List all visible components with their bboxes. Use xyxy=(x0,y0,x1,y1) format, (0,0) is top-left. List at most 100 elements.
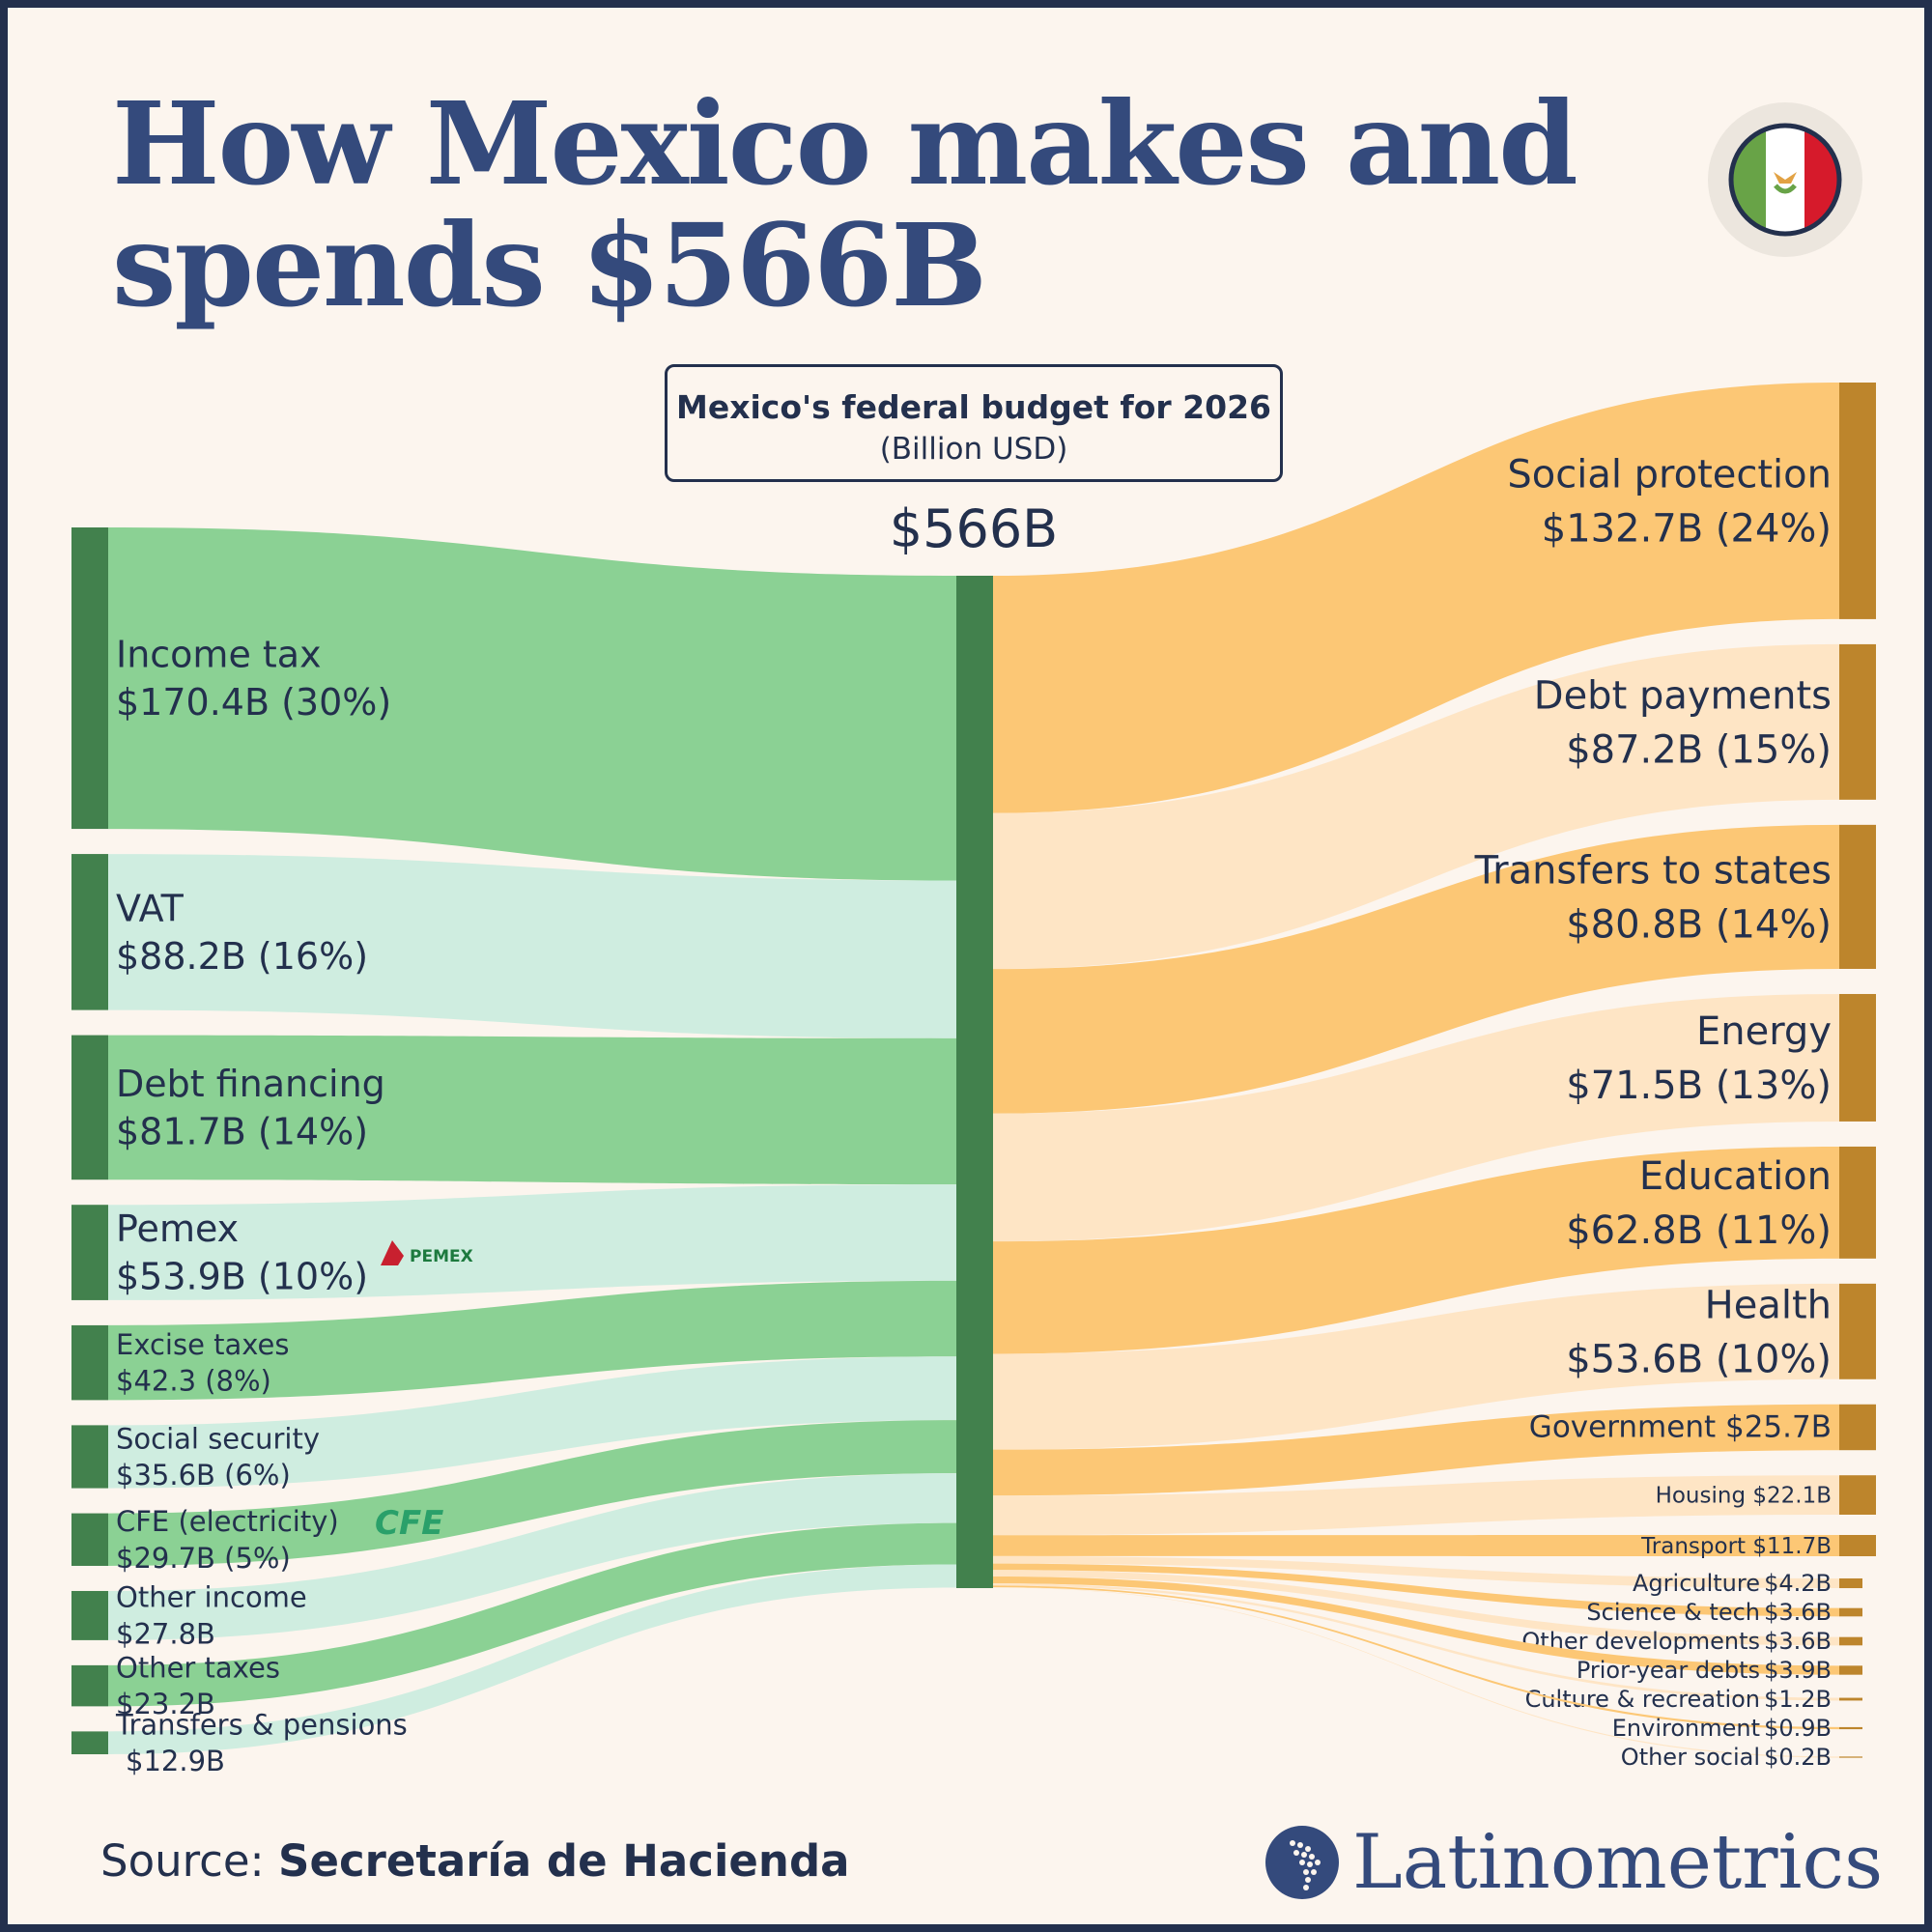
source-prefix: Source: xyxy=(100,1835,279,1887)
flow-vat xyxy=(108,854,956,1038)
target-label-debt-payments: Debt payments xyxy=(1534,673,1832,718)
source-label-debt-financing: Debt financing xyxy=(116,1063,385,1105)
target-value-transfers-to-states: $80.8B (14%) xyxy=(1566,902,1832,947)
pemex-logo-icon xyxy=(381,1240,404,1265)
node-debt-financing xyxy=(71,1035,108,1180)
flow-other-social xyxy=(993,1587,1839,1758)
node-housing xyxy=(1839,1475,1876,1515)
target-value-education: $62.8B (11%) xyxy=(1566,1208,1832,1253)
total-label: $566B xyxy=(889,498,1059,559)
target-label-social-protection: Social protection xyxy=(1507,452,1832,497)
target-label-environment: Environment xyxy=(1612,1715,1760,1742)
flow-social-security xyxy=(108,1356,956,1489)
source-label-transfers-and-pensions: Transfers & pensions xyxy=(115,1708,408,1741)
source-label-cfe-electricity: CFE (electricity) xyxy=(116,1505,339,1538)
target-label-education: Education xyxy=(1639,1154,1832,1199)
page-title: How Mexico makes and spends $566B xyxy=(112,76,1578,332)
node-pemex xyxy=(71,1205,108,1300)
target-label-other-social: Other social xyxy=(1621,1744,1760,1771)
flow-income-tax xyxy=(108,527,956,881)
source-label-pemex: Pemex xyxy=(116,1208,239,1250)
node-income-tax xyxy=(71,527,108,830)
source-label-other-income: Other income xyxy=(116,1581,307,1614)
flow-energy xyxy=(993,993,1839,1242)
node-excise-taxes xyxy=(71,1324,108,1401)
node-social-security xyxy=(71,1425,108,1489)
target-value-environment: $0.9B xyxy=(1764,1715,1832,1742)
pemex-logo-text: PEMEX xyxy=(410,1247,473,1266)
node-cfe-electricity xyxy=(71,1513,108,1566)
flow-housing xyxy=(993,1475,1839,1536)
flow-transfers-to-states xyxy=(993,824,1839,1114)
source-value-other-income: $27.8B xyxy=(116,1617,215,1650)
budget-caption-unit: (Billion USD) xyxy=(879,432,1068,467)
target-label-health: Health xyxy=(1705,1283,1832,1327)
node-total xyxy=(956,576,993,1588)
flow-agriculture xyxy=(993,1555,1839,1589)
target-label-transport: Transport $11.7B xyxy=(1640,1534,1832,1559)
title-line-1: How Mexico makes and xyxy=(112,76,1578,211)
source-value-other-taxes: $23.2B xyxy=(116,1688,215,1720)
node-culture-and-recreation xyxy=(1839,1697,1862,1701)
source-value-social-security: $35.6B (6%) xyxy=(116,1459,291,1492)
node-other-social xyxy=(1839,1756,1862,1758)
node-education xyxy=(1839,1146,1876,1259)
node-social-protection xyxy=(1839,383,1876,619)
source-label-social-security: Social security xyxy=(116,1422,320,1455)
flow-environment xyxy=(993,1585,1839,1730)
title-line-2: spends $566B xyxy=(112,198,987,332)
flow-health xyxy=(993,1283,1839,1450)
source-label-excise-taxes: Excise taxes xyxy=(116,1328,290,1361)
flow-excise-taxes xyxy=(108,1280,956,1401)
source-label-income-tax: Income tax xyxy=(116,634,322,676)
target-label-prior-year-debts: Prior-year debts xyxy=(1577,1657,1760,1684)
sankey-chart: Income tax $170.4B (30%) VAT $88.2B (16%) De… xyxy=(71,383,1876,1777)
flow-culture-and-recreation xyxy=(993,1583,1839,1701)
node-debt-payments xyxy=(1839,643,1876,800)
flow-debt-payments xyxy=(993,643,1839,970)
target-value-health: $53.6B (10%) xyxy=(1566,1337,1832,1381)
target-value-culture-and-recreation: $1.2B xyxy=(1764,1686,1832,1713)
latin-america-map-icon xyxy=(1265,1826,1339,1899)
node-transfers-and-pensions xyxy=(71,1731,108,1754)
node-government xyxy=(1839,1404,1876,1451)
flow-cfe-electricity xyxy=(108,1420,956,1566)
flow-government xyxy=(993,1404,1839,1496)
source-value-vat: $88.2B (16%) xyxy=(116,935,368,978)
target-value-other-social: $0.2B xyxy=(1764,1744,1832,1771)
source-value-transfers-and-pensions: $12.9B xyxy=(126,1745,225,1777)
source-note: Source: Secretaría de Hacienda xyxy=(100,1835,850,1887)
flow-other-taxes xyxy=(108,1522,956,1707)
node-vat xyxy=(71,854,108,1010)
node-transfers-to-states xyxy=(1839,824,1876,969)
target-label-government: Government $25.7B xyxy=(1529,1409,1832,1444)
node-agriculture xyxy=(1839,1577,1862,1589)
source-value-cfe-electricity: $29.7B (5%) xyxy=(116,1542,291,1575)
source-value-income-tax: $170.4B (30%) xyxy=(116,681,391,724)
source-label-vat: VAT xyxy=(116,887,185,929)
target-value-science-and-tech: $3.6B xyxy=(1764,1599,1832,1626)
source-label-other-taxes: Other taxes xyxy=(116,1651,280,1684)
target-label-agriculture: Agriculture xyxy=(1633,1570,1760,1597)
source-value-debt-financing: $81.7B (14%) xyxy=(116,1110,368,1152)
node-energy xyxy=(1839,993,1876,1122)
flow-social-protection xyxy=(993,383,1839,813)
flow-other-income xyxy=(108,1473,956,1640)
node-other-taxes xyxy=(71,1664,108,1707)
target-value-social-protection: $132.7B (24%) xyxy=(1542,506,1832,551)
target-value-energy: $71.5B (13%) xyxy=(1566,1064,1832,1108)
target-label-transfers-to-states: Transfers to states xyxy=(1474,848,1832,893)
node-science-and-tech xyxy=(1839,1607,1862,1617)
target-value-debt-payments: $87.2B (15%) xyxy=(1566,727,1832,772)
target-label-housing: Housing $22.1B xyxy=(1656,1484,1832,1509)
target-value-agriculture: $4.2B xyxy=(1764,1570,1832,1597)
target-label-culture-and-recreation: Culture & recreation xyxy=(1525,1686,1760,1713)
node-environment xyxy=(1839,1726,1862,1730)
source-value-pemex: $53.9B (10%) xyxy=(116,1256,368,1298)
budget-caption-title: Mexico's federal budget for 2026 xyxy=(675,388,1271,426)
node-other-income xyxy=(71,1590,108,1640)
source-value-excise-taxes: $42.3 (8%) xyxy=(116,1365,271,1398)
node-transport xyxy=(1839,1535,1876,1556)
flow-debt-financing xyxy=(108,1035,956,1185)
target-value-prior-year-debts: $3.9B xyxy=(1764,1657,1832,1684)
